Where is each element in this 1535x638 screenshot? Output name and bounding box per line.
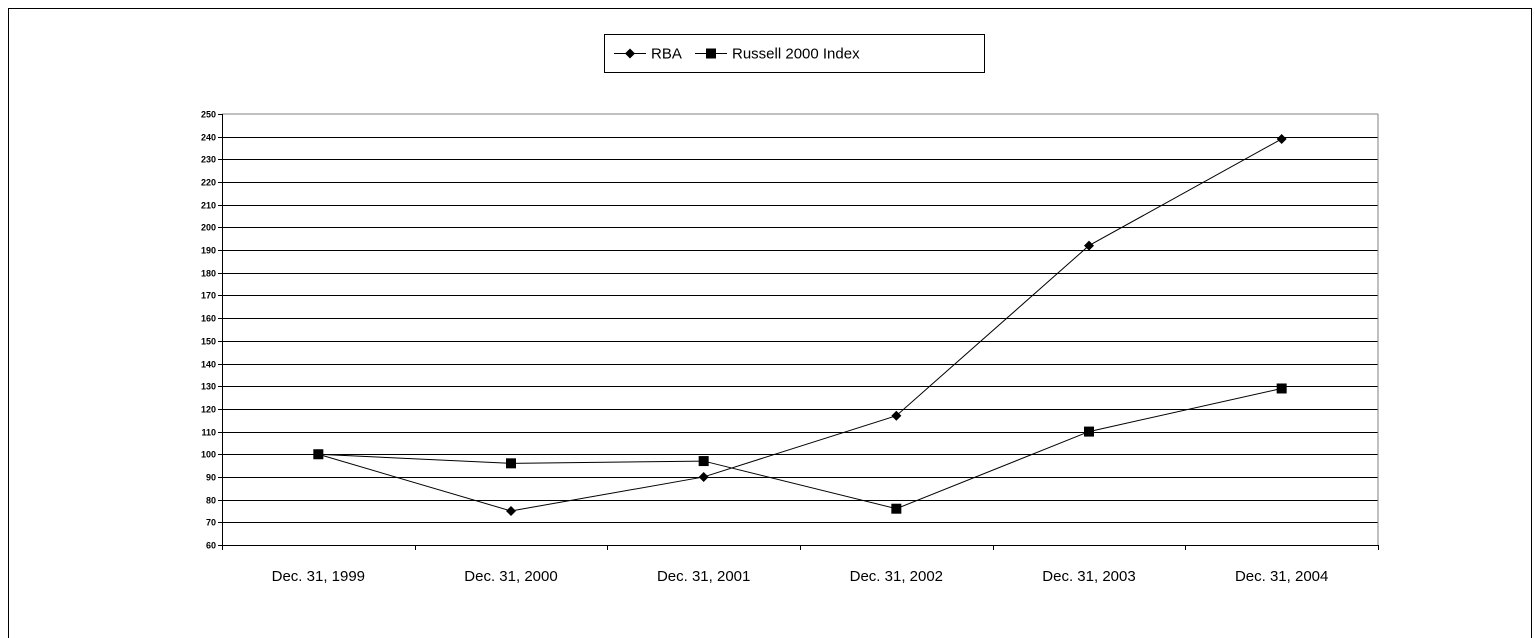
y-tick-label: 150 (201, 337, 216, 347)
y-tick-label: 130 (201, 382, 216, 392)
data-point-square (698, 456, 709, 467)
x-tick-label: Dec. 31, 2001 (657, 568, 750, 585)
data-point-square (1276, 383, 1287, 394)
axes (222, 113, 1379, 549)
y-tick-label: 230 (201, 155, 216, 165)
chart-frame (8, 8, 1532, 638)
data-point-diamond (625, 48, 635, 59)
y-tick-label: 160 (201, 314, 216, 324)
data-point-diamond (698, 471, 709, 482)
y-tick-label: 80 (206, 496, 216, 506)
series-rba (313, 133, 1287, 516)
legend: RBA Russell 2000 Index (604, 34, 985, 73)
gridlines (222, 137, 1378, 523)
series-line (318, 387, 1282, 510)
data-point-square (706, 48, 716, 59)
y-tick-label: 210 (201, 201, 216, 211)
data-point-diamond (1276, 133, 1287, 144)
legend-label: RBA (651, 46, 682, 63)
x-tick-label: Dec. 31, 2004 (1235, 568, 1328, 585)
series-russell-2000 (313, 383, 1287, 514)
y-tick-label: 90 (206, 473, 216, 483)
data-point-square (891, 503, 902, 514)
y-tick-label: 60 (206, 541, 216, 551)
legend-label: Russell 2000 Index (732, 46, 860, 63)
data-point-diamond (891, 410, 902, 421)
y-tick-label: 220 (201, 178, 216, 188)
y-tick-label: 250 (201, 110, 216, 120)
series-layer (313, 133, 1287, 516)
y-tick-label: 200 (201, 223, 216, 233)
y-tick-label: 100 (201, 450, 216, 460)
data-point-diamond (1084, 240, 1094, 251)
x-tick-label: Dec. 31, 2003 (1042, 568, 1135, 585)
y-tick-label: 240 (201, 133, 216, 143)
legend-box (604, 34, 985, 73)
y-tick-label: 140 (201, 360, 216, 370)
y-tick-label: 190 (201, 246, 216, 256)
x-axis-ticks: Dec. 31, 1999 Dec. 31, 2000 Dec. 31, 2001 D… (222, 545, 1379, 585)
data-point-square (506, 458, 516, 469)
x-tick-label: Dec. 31, 1999 (272, 568, 365, 585)
data-point-diamond (506, 505, 516, 516)
y-tick-label: 70 (206, 518, 216, 528)
y-tick-label: 170 (201, 291, 216, 301)
y-tick-label: 110 (201, 428, 216, 438)
y-axis-ticks: 60 70 80 90 100 110 120 130 140 150 160 170 180 190 20… (201, 110, 222, 551)
x-tick-label: Dec. 31, 2002 (850, 568, 943, 585)
x-tick-label: Dec. 31, 2000 (464, 568, 557, 585)
y-tick-label: 120 (201, 405, 216, 415)
series-line (318, 138, 1282, 512)
y-tick-label: 180 (201, 269, 216, 279)
data-point-square (1084, 426, 1094, 437)
data-point-square (313, 449, 324, 460)
